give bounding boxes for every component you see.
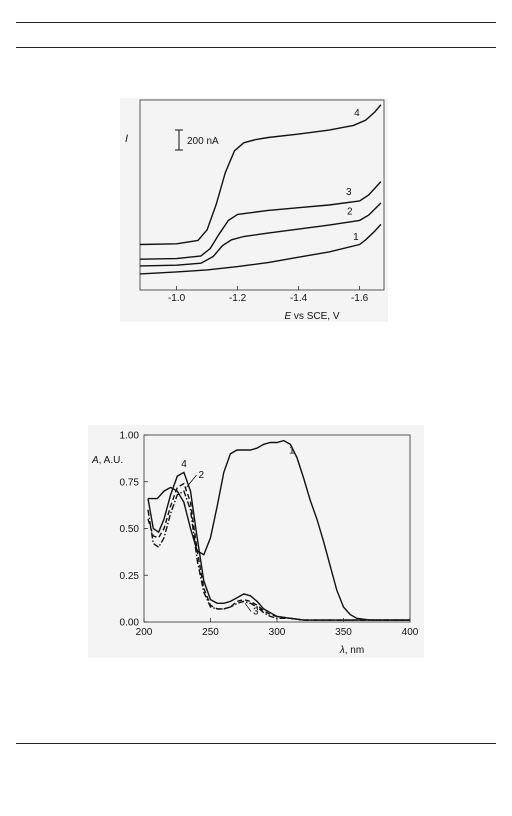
curve-label-4: 4 bbox=[354, 108, 360, 119]
spectrum-label-4: 4 bbox=[181, 459, 187, 470]
spectrum-3 bbox=[147, 490, 410, 621]
y-tick-label: 0.00 bbox=[120, 618, 140, 629]
bottom-rule bbox=[16, 743, 496, 744]
x-tick-label: -1.2 bbox=[229, 293, 247, 304]
x-tick-label: -1.0 bbox=[168, 293, 186, 304]
x-tick-label: 300 bbox=[269, 627, 286, 638]
top-rule-1 bbox=[16, 22, 496, 23]
spectrum-4 bbox=[147, 471, 410, 621]
spectrum-label-2: 2 bbox=[199, 470, 205, 481]
top-rule-2 bbox=[16, 47, 496, 48]
polarogram-panel: I 200 nA 1 2 3 4 -1.0 -1.2 -1.4 -1.6 E vs SCE,… bbox=[120, 98, 388, 322]
x-tick-label: -1.6 bbox=[351, 293, 369, 304]
curve-2 bbox=[139, 202, 382, 267]
x-tick-label: 250 bbox=[202, 627, 219, 638]
spectrum-1 bbox=[148, 439, 410, 621]
y-axis-label: I bbox=[125, 133, 128, 145]
scale-bar bbox=[175, 129, 183, 151]
curve-label-2: 2 bbox=[347, 206, 353, 217]
x-tick-label: -1.4 bbox=[290, 293, 308, 304]
x-axis-label: E vs SCE, V bbox=[284, 311, 339, 322]
x-tick-label: 200 bbox=[136, 627, 153, 638]
y-axis-label: A, A.U. bbox=[91, 455, 123, 466]
plot-frame bbox=[139, 99, 385, 291]
label-leader-2 bbox=[186, 474, 197, 488]
spectra-chart: A, A.U. 1 2 3 4 200 250 300 350 400 0.00 0.25 0.50… bbox=[91, 431, 419, 657]
curve-label-3: 3 bbox=[346, 187, 352, 198]
y-tick-label: 0.75 bbox=[120, 477, 140, 488]
scale-bar-label: 200 nA bbox=[187, 136, 219, 147]
curve-4 bbox=[139, 104, 382, 246]
curve-label-1: 1 bbox=[353, 232, 359, 243]
x-tick-label: 400 bbox=[402, 627, 419, 638]
label-leader-3 bbox=[244, 603, 252, 612]
x-tick-label: 350 bbox=[335, 627, 352, 638]
x-axis-label: λ, nm bbox=[339, 645, 364, 656]
y-tick-label: 1.00 bbox=[120, 431, 140, 442]
spectrum-label-1: 1 bbox=[289, 446, 295, 457]
y-tick-label: 0.50 bbox=[120, 524, 140, 535]
polarogram-chart: I 200 nA 1 2 3 4 -1.0 -1.2 -1.4 -1.6 E vs SCE,… bbox=[125, 99, 385, 322]
spectra-panel: A, A.U. 1 2 3 4 200 250 300 350 400 0.00 0.25 0.50… bbox=[88, 425, 424, 658]
curve-1 bbox=[139, 223, 382, 275]
y-tick-label: 0.25 bbox=[120, 571, 140, 582]
spectrum-label-3: 3 bbox=[253, 607, 259, 618]
curve-3 bbox=[139, 181, 382, 260]
spectrum-2 bbox=[147, 482, 410, 621]
